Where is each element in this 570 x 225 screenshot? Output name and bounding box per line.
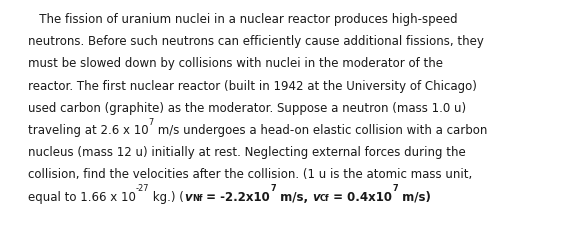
Text: kg.) (: kg.) (	[149, 190, 184, 203]
Text: m/s undergoes a head-on elastic collision with a carbon: m/s undergoes a head-on elastic collisio…	[154, 124, 487, 136]
Text: 7: 7	[392, 184, 398, 193]
Text: m/s,: m/s,	[276, 190, 312, 203]
Text: reactor. The first nuclear reactor (built in 1942 at the University of Chicago): reactor. The first nuclear reactor (buil…	[28, 79, 477, 92]
Text: nucleus (mass 12 u) initially at rest. Neglecting external forces during the: nucleus (mass 12 u) initially at rest. N…	[28, 146, 466, 158]
Text: 7: 7	[270, 184, 276, 193]
Text: collision, find the velocities after the collision. (1 u is the atomic mass unit: collision, find the velocities after the…	[28, 168, 473, 181]
Text: Cf: Cf	[320, 193, 329, 202]
Text: -27: -27	[136, 184, 149, 193]
Text: equal to 1.66 x 10: equal to 1.66 x 10	[28, 190, 136, 203]
Text: traveling at 2.6 x 10: traveling at 2.6 x 10	[28, 124, 149, 136]
Text: Nf: Nf	[192, 193, 202, 202]
Text: must be slowed down by collisions with nuclei in the moderator of the: must be slowed down by collisions with n…	[28, 57, 443, 70]
Text: used carbon (graphite) as the moderator. Suppose a neutron (mass 1.0 u): used carbon (graphite) as the moderator.…	[28, 101, 466, 114]
Text: 7: 7	[149, 117, 154, 126]
Text: The fission of uranium nuclei in a nuclear reactor produces high-speed: The fission of uranium nuclei in a nucle…	[28, 13, 458, 26]
Text: v: v	[312, 190, 320, 203]
Text: = -2.2x10: = -2.2x10	[202, 190, 270, 203]
Text: = 0.4x10: = 0.4x10	[329, 190, 392, 203]
Text: neutrons. Before such neutrons can efficiently cause additional fissions, they: neutrons. Before such neutrons can effic…	[28, 35, 484, 48]
Text: v: v	[184, 190, 192, 203]
Text: m/s): m/s)	[398, 190, 431, 203]
